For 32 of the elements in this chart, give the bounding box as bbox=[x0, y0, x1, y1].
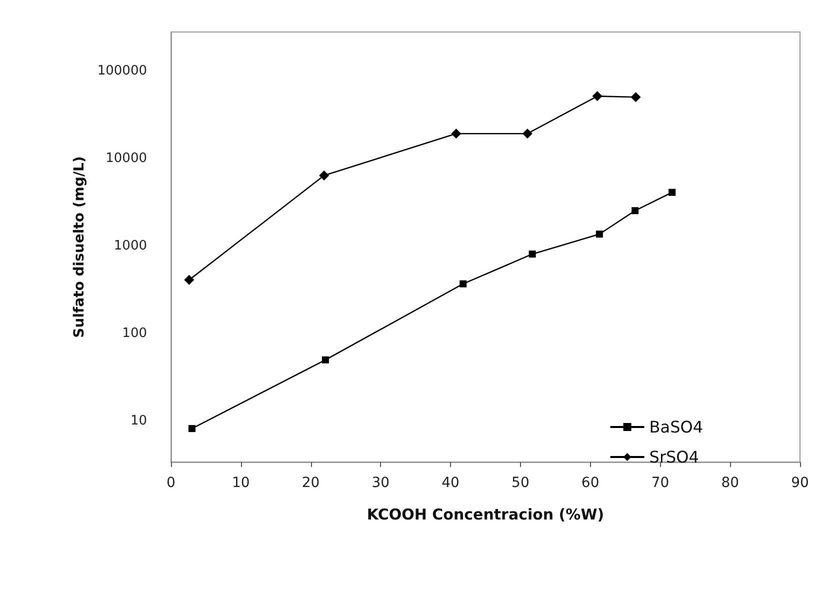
x-tick-label: 50 bbox=[512, 475, 530, 491]
x-tick-label: 10 bbox=[232, 475, 250, 491]
x-tick-label: 20 bbox=[302, 475, 320, 491]
point bbox=[184, 274, 194, 285]
y-tick-label: 100 bbox=[122, 326, 147, 342]
point bbox=[451, 128, 462, 139]
y-tick-label: 1000 bbox=[114, 238, 147, 254]
x-tick-label: 30 bbox=[372, 475, 390, 491]
point bbox=[322, 356, 329, 364]
point bbox=[596, 230, 603, 238]
point bbox=[522, 128, 532, 139]
point bbox=[592, 91, 602, 102]
point bbox=[630, 92, 641, 102]
x-tick-label: 70 bbox=[651, 475, 670, 491]
legend-label: BaSO4 bbox=[649, 418, 704, 436]
x-tick-label: 90 bbox=[791, 475, 809, 491]
y-tick-label: 10 bbox=[130, 414, 147, 429]
x-tick-label: 40 bbox=[442, 475, 460, 491]
point bbox=[319, 170, 330, 181]
y-tick-label: 10000 bbox=[106, 151, 147, 166]
x-tick-label: 80 bbox=[721, 475, 740, 491]
x-tick-label: 0 bbox=[166, 475, 176, 491]
x-tick-label: 60 bbox=[581, 475, 600, 491]
y-tick-label: 100000 bbox=[97, 64, 147, 79]
y-axis-title: Sulfato disuelto (mg/L) bbox=[71, 156, 88, 338]
point bbox=[668, 188, 676, 196]
legend-label: SrSO4 bbox=[649, 448, 699, 466]
point bbox=[188, 425, 196, 432]
point bbox=[528, 250, 536, 258]
x-axis-title: KCOOH Concentracion (%W) bbox=[366, 506, 604, 524]
point bbox=[460, 280, 467, 288]
point bbox=[632, 207, 639, 214]
